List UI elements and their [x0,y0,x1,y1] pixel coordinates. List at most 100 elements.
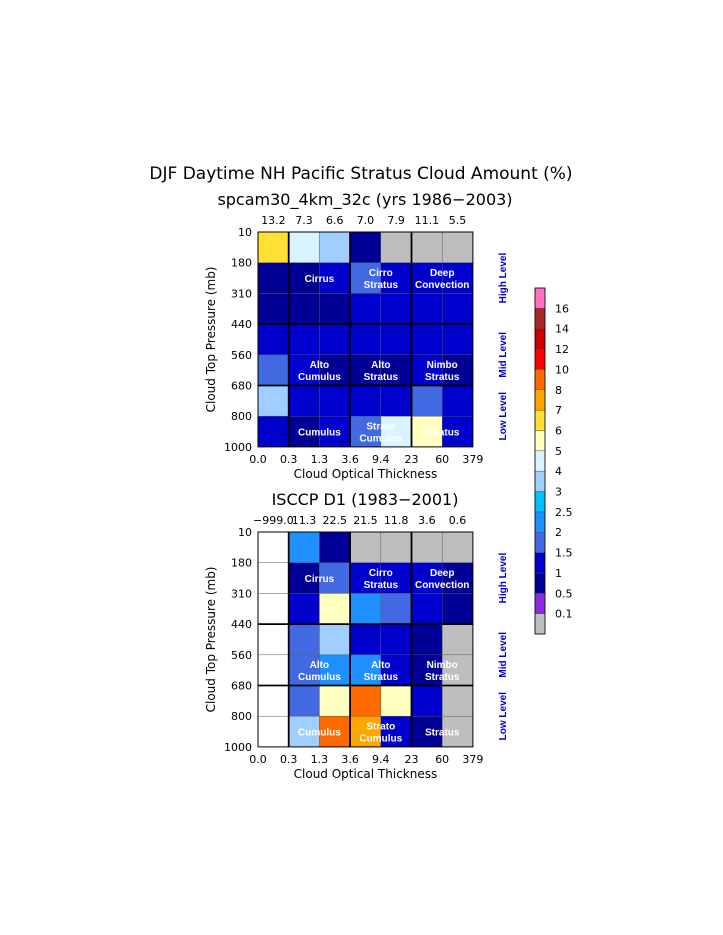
column-total-label: 11.1 [415,214,440,227]
column-total-label: 21.5 [353,514,378,527]
panel-model: spcam30_4km_32c (yrs 1986−2003) 13.2 7.3 6… [204,190,513,481]
heatmap-cell [380,293,412,325]
heatmap-cell [442,562,473,594]
cloud-type-label: Stratus [364,580,399,591]
cloud-type-label: Strato [366,422,395,433]
heatmap-cell [288,385,320,417]
cloud-type-label: Stratus [364,672,399,683]
heatmap-cell [411,562,443,594]
heatmap-cell [411,416,443,447]
heatmap-cell [288,262,320,294]
cloud-type-label: Cumulus [298,672,341,683]
column-total-label: 11.3 [292,514,317,527]
colorbar-tick-label: 14 [555,323,569,336]
y-tick-label: 10 [238,226,252,239]
heatmap-cell [288,624,320,655]
heatmap-cell [258,593,289,625]
heatmap-cell [288,232,320,263]
colorbar: 0.1 0.5 1 1.5 2 2.5 3 4 5 6 7 8 10 12 14 16 [534,287,573,635]
cloud-type-label: Stratus [425,428,460,439]
cloud-type-label: Nimbo [427,360,458,371]
y-tick-label: 800 [231,710,252,723]
y-tick-label: 440 [231,618,252,631]
heatmap-cell [411,624,443,655]
y-tick-label: 680 [231,380,252,393]
heatmap-cell [288,354,320,386]
colorbar-tick-label: 10 [555,363,569,376]
cloud-type-label: Stratus [364,280,399,291]
plot-frame [257,531,474,748]
y-axis-label: Cloud Top Pressure (mb) [204,267,218,413]
heatmap-cell [319,624,351,655]
colorbar-swatch [534,308,546,329]
colorbar-swatch [534,491,546,513]
column-total-label: 0.6 [449,514,467,527]
column-total-label: 3.6 [418,514,436,527]
heatmap-cell [258,562,289,594]
heatmap-cell [442,593,473,625]
heatmap-cell [288,562,320,594]
y-tick-label: 180 [231,257,252,270]
x-tick-label: 3.6 [341,753,359,766]
colorbar-swatch [534,593,546,614]
cloud-type-label: Deep [430,268,454,279]
heatmap-cell [350,354,381,386]
cloud-type-label: Strato [366,722,395,733]
x-tick-label: 1.3 [311,453,329,466]
heatmap-cell [288,685,320,717]
column-total-label: 13.2 [261,214,286,227]
cloud-type-label: Cirro [369,268,393,279]
heatmap-cell [350,385,381,417]
heatmap-cell [380,232,412,263]
colorbar-tick-label: 7 [555,404,562,417]
heatmap-cell [380,654,412,686]
heatmap-cell [350,416,381,447]
colorbar-swatch [534,511,546,533]
y-tick-label: 310 [231,287,252,300]
heatmap-cell [258,654,289,686]
panel-isccp: ISCCP D1 (1983−2001) −999.011.3 22.5 21.5 1… [204,490,509,781]
heatmap-cell [411,324,443,355]
heatmap-cell [288,416,320,447]
y-axis-label: Cloud Top Pressure (mb) [204,567,218,713]
x-tick-label: 0.0 [249,753,267,766]
colorbar-tick-label: 2 [555,526,562,539]
heatmap-cell [319,532,351,563]
heatmap-cell [380,262,412,294]
level-label: Low Level [498,692,509,741]
heatmap-cell [350,293,381,325]
heatmap-cell [350,262,381,294]
colorbar-tick-label: 3 [555,486,562,499]
heatmap-cell [258,624,289,655]
colorbar-tick-label: 16 [555,302,569,315]
heatmap-cell [258,385,289,417]
heatmap-cell [411,685,443,717]
heatmap-cell [442,354,473,386]
heatmap-cell [380,685,412,717]
cloud-type-label: Nimbo [427,660,458,671]
heatmap-cell [380,593,412,625]
cloud-type-label: Cumulus [359,734,402,745]
cloud-type-label: Alto [371,360,390,371]
heatmap-cell [380,385,412,417]
x-tick-label: 379 [462,753,483,766]
heatmap-cell [258,416,289,447]
colorbar-swatch [534,470,546,492]
y-tick-label: 10 [238,526,252,539]
x-tick-label: 9.4 [372,753,390,766]
colorbar-swatch [534,552,546,574]
colorbar-tick-label: 1 [555,567,562,580]
heatmap-cell [258,324,289,355]
heatmap-cell [258,232,289,263]
colorbar-tick-label: 2.5 [555,506,573,519]
x-tick-label: 0.3 [280,453,298,466]
y-tick-label: 800 [231,410,252,423]
x-tick-label: 60 [435,453,449,466]
column-total-label: 22.5 [323,514,348,527]
heatmap-cell [350,685,381,717]
heatmap-cell [319,293,351,325]
cloud-type-label: Cumulus [359,434,402,445]
x-tick-label: 23 [405,453,419,466]
level-label: High Level [498,253,509,304]
cloud-type-label: Stratus [425,728,460,739]
